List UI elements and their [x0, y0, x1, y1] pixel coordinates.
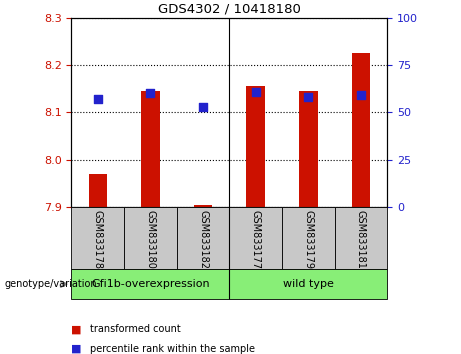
- Bar: [194, 205, 212, 207]
- Bar: [124, 207, 177, 269]
- Text: GSM833180: GSM833180: [145, 210, 155, 269]
- Text: GSM833181: GSM833181: [356, 210, 366, 269]
- Point: [305, 95, 312, 100]
- Text: ■: ■: [71, 344, 85, 354]
- Text: transformed count: transformed count: [90, 324, 181, 334]
- Bar: [229, 269, 387, 299]
- Bar: [247, 86, 265, 207]
- Text: GSM833179: GSM833179: [303, 210, 313, 269]
- Bar: [89, 174, 107, 207]
- Point: [94, 96, 101, 102]
- Point: [252, 89, 260, 95]
- Bar: [352, 53, 370, 207]
- Text: genotype/variation: genotype/variation: [5, 279, 97, 289]
- Point: [147, 91, 154, 96]
- Bar: [299, 91, 318, 207]
- Bar: [335, 207, 387, 269]
- Text: ■: ■: [71, 324, 85, 334]
- Bar: [229, 207, 282, 269]
- Bar: [71, 207, 124, 269]
- Bar: [282, 207, 335, 269]
- Text: GSM833177: GSM833177: [251, 210, 260, 269]
- Text: GSM833178: GSM833178: [93, 210, 103, 269]
- Bar: [177, 207, 229, 269]
- Point: [199, 104, 207, 109]
- Bar: [141, 91, 160, 207]
- Text: wild type: wild type: [283, 279, 334, 289]
- Text: percentile rank within the sample: percentile rank within the sample: [90, 344, 255, 354]
- Text: Gfi1b-overexpression: Gfi1b-overexpression: [91, 279, 210, 289]
- Title: GDS4302 / 10418180: GDS4302 / 10418180: [158, 2, 301, 15]
- Bar: [71, 269, 229, 299]
- Point: [357, 92, 365, 98]
- Text: GSM833182: GSM833182: [198, 210, 208, 269]
